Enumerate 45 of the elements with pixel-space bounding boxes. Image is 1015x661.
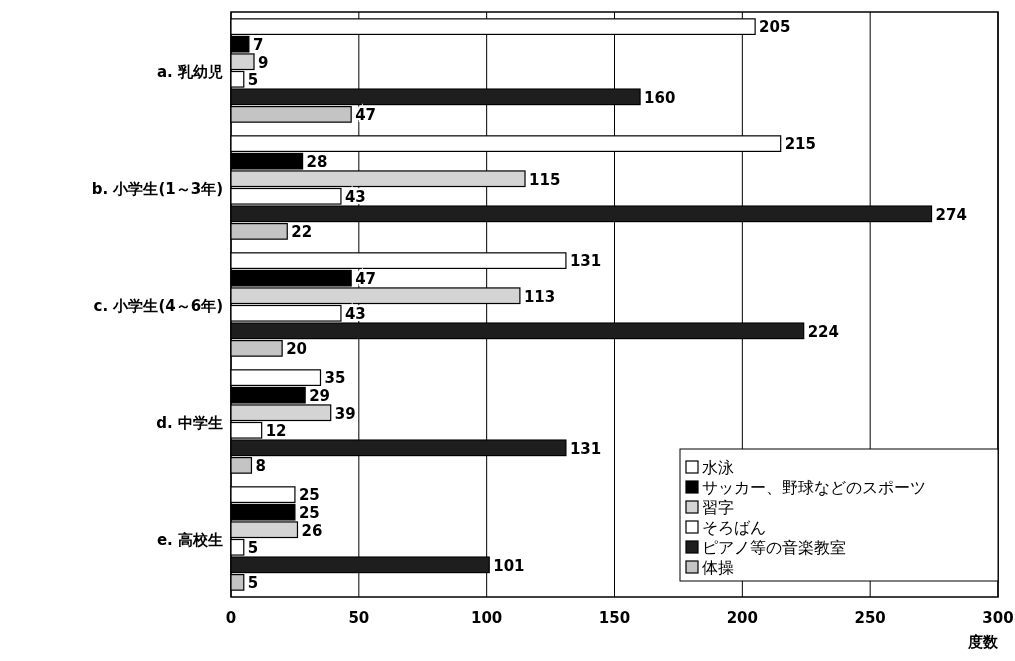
legend-label: サッカー、野球などのスポーツ — [702, 478, 926, 497]
data-label: 5 — [247, 539, 259, 558]
data-label: 5 — [247, 574, 259, 593]
data-label: 274 — [935, 205, 967, 224]
x-tick-label: 50 — [348, 609, 370, 627]
x-tick-label: 150 — [598, 609, 631, 627]
legend-label: そろばん — [702, 518, 766, 537]
data-label: 113 — [523, 287, 556, 306]
data-label: 9 — [258, 53, 269, 72]
y-tick-label: e. 高校生 — [156, 530, 223, 549]
data-label: 25 — [298, 486, 320, 505]
legend-label: 体操 — [702, 558, 734, 577]
y-tick-label: a. 乳幼児 — [156, 62, 223, 81]
data-label: 131 — [569, 439, 602, 458]
x-tick-label: 200 — [726, 609, 758, 627]
data-label: 35 — [324, 369, 346, 388]
data-label: 25 — [298, 503, 320, 522]
y-tick-label: d. 中学生 — [156, 413, 223, 432]
y-tick-label: c. 小学生(4～6年) — [93, 296, 223, 315]
x-tick-label: 100 — [471, 609, 503, 627]
y-tick-label: b. 小学生(1～3年) — [91, 179, 223, 198]
x-axis-title: 度数 — [967, 633, 999, 651]
data-label: 29 — [309, 386, 331, 405]
legend-label: ピアノ等の音楽教室 — [702, 538, 846, 557]
data-label: 7 — [252, 35, 264, 54]
data-label: 12 — [265, 422, 287, 441]
data-label: 5 — [247, 71, 259, 90]
x-tick-label: 300 — [982, 609, 1014, 627]
legend-label: 水泳 — [702, 458, 734, 477]
data-label: 131 — [569, 252, 602, 271]
data-label: 115 — [529, 170, 561, 189]
x-tick-label: 250 — [854, 609, 886, 627]
data-label: 20 — [286, 340, 308, 359]
data-label: 22 — [291, 223, 313, 242]
data-label: 205 — [759, 18, 791, 37]
data-label: 28 — [306, 152, 328, 171]
data-label: 215 — [784, 135, 816, 154]
data-label: 26 — [301, 521, 323, 540]
legend-label: 習字 — [702, 498, 734, 517]
data-label: 8 — [255, 457, 266, 476]
x-tick-label: 0 — [225, 609, 237, 627]
data-label: 101 — [493, 556, 525, 575]
data-label: 160 — [644, 88, 676, 107]
data-label: 39 — [334, 404, 356, 423]
data-label: 224 — [807, 322, 840, 341]
